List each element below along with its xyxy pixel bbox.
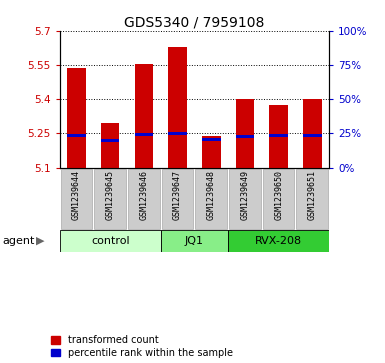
Bar — [67, 69, 86, 168]
Text: agent: agent — [2, 236, 34, 246]
Text: GSM1239647: GSM1239647 — [173, 170, 182, 220]
Text: GSM1239645: GSM1239645 — [106, 170, 115, 220]
Bar — [101, 139, 119, 142]
Text: GSM1239646: GSM1239646 — [139, 170, 148, 220]
Bar — [67, 134, 86, 137]
Bar — [168, 47, 187, 168]
FancyBboxPatch shape — [263, 169, 295, 229]
FancyBboxPatch shape — [94, 169, 126, 229]
FancyBboxPatch shape — [161, 231, 228, 252]
Text: GSM1239648: GSM1239648 — [207, 170, 216, 220]
FancyBboxPatch shape — [196, 169, 227, 229]
FancyBboxPatch shape — [60, 231, 161, 252]
Text: JQ1: JQ1 — [185, 236, 204, 246]
Bar — [135, 133, 153, 136]
Text: GSM1239649: GSM1239649 — [241, 170, 249, 220]
Bar — [135, 64, 153, 168]
Text: GSM1239644: GSM1239644 — [72, 170, 81, 220]
FancyBboxPatch shape — [162, 169, 193, 229]
Bar — [270, 105, 288, 168]
Title: GDS5340 / 7959108: GDS5340 / 7959108 — [124, 16, 264, 30]
Bar — [168, 132, 187, 135]
Text: GSM1239651: GSM1239651 — [308, 170, 317, 220]
Bar — [101, 123, 119, 168]
Text: ▶: ▶ — [36, 236, 44, 246]
Bar — [236, 99, 254, 168]
Bar — [270, 134, 288, 137]
Text: RVX-208: RVX-208 — [255, 236, 302, 246]
FancyBboxPatch shape — [61, 169, 92, 229]
Bar — [236, 135, 254, 138]
Text: control: control — [91, 236, 129, 246]
FancyBboxPatch shape — [228, 231, 329, 252]
Bar — [202, 136, 221, 168]
FancyBboxPatch shape — [296, 169, 328, 229]
Bar — [202, 138, 221, 141]
Bar — [303, 99, 321, 168]
FancyBboxPatch shape — [128, 169, 160, 229]
Text: GSM1239650: GSM1239650 — [274, 170, 283, 220]
Bar — [303, 134, 321, 137]
FancyBboxPatch shape — [229, 169, 261, 229]
Legend: transformed count, percentile rank within the sample: transformed count, percentile rank withi… — [51, 335, 233, 358]
